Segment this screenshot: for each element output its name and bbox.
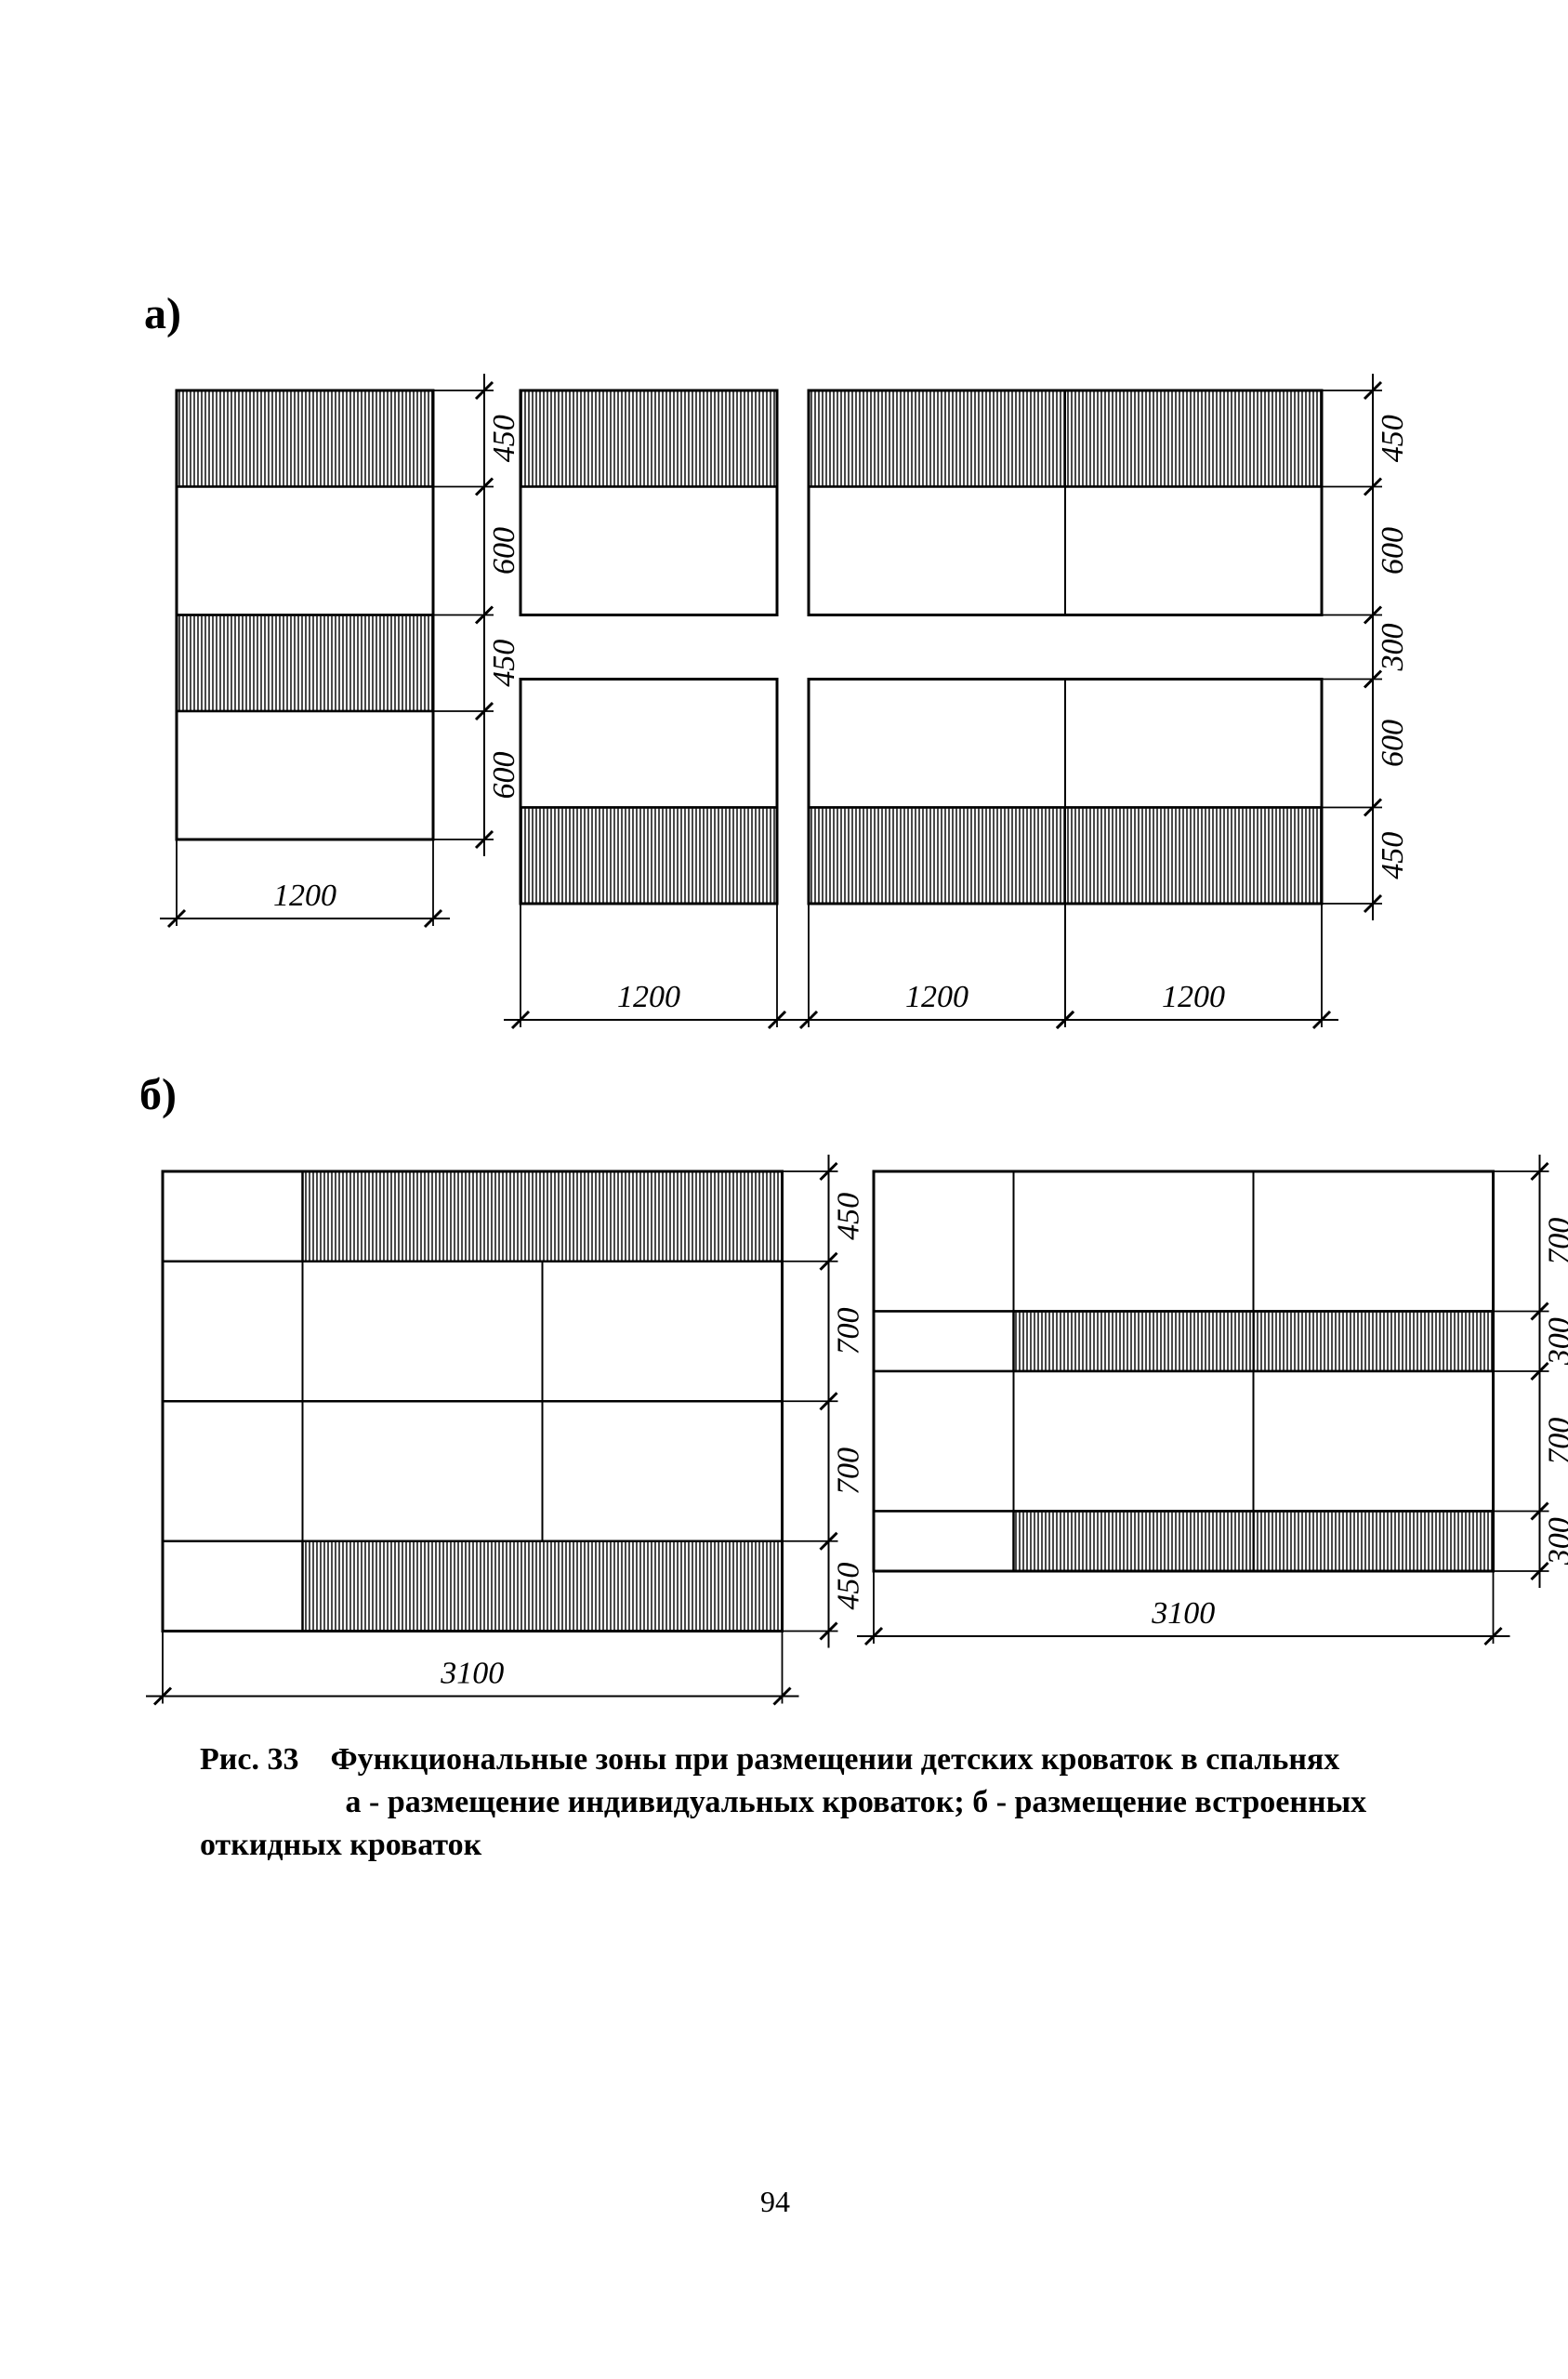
caption-prefix: Рис. 33 — [200, 1742, 298, 1777]
svg-text:700: 700 — [831, 1447, 865, 1495]
page: а) б) 4506004506001200120045060030060045… — [0, 0, 1568, 2379]
svg-text:450: 450 — [831, 1193, 865, 1240]
svg-text:300: 300 — [1542, 1517, 1568, 1566]
figure-caption: Рис. 33 Функциональные зоны при размещен… — [200, 1738, 1371, 1867]
svg-text:600: 600 — [487, 752, 521, 800]
svg-text:1200: 1200 — [1162, 980, 1225, 1014]
figures-canvas: 450 600 450 600 1200 1200 450 600 300 600 450 1200 1… — [0, 0, 1568, 2379]
page-number: 94 — [760, 2185, 790, 2219]
svg-text:450: 450 — [831, 1563, 865, 1610]
svg-text:300: 300 — [1542, 1317, 1568, 1366]
svg-text:450: 450 — [1376, 832, 1410, 879]
svg-text:450: 450 — [487, 415, 521, 462]
svg-text:600: 600 — [487, 527, 521, 575]
svg-text:1200: 1200 — [905, 980, 968, 1014]
svg-text:700: 700 — [1542, 1418, 1568, 1465]
svg-text:600: 600 — [1376, 720, 1410, 767]
caption-title: Функциональные зоны при размещении детск… — [330, 1742, 1339, 1777]
svg-text:700: 700 — [1542, 1218, 1568, 1265]
caption-line2: а - размещение индивидуальных кроваток; … — [200, 1785, 1366, 1862]
svg-text:1200: 1200 — [617, 980, 680, 1014]
svg-text:1200: 1200 — [273, 879, 336, 913]
svg-text:700: 700 — [831, 1308, 865, 1355]
svg-text:3100: 3100 — [1151, 1596, 1215, 1631]
svg-text:450: 450 — [1376, 415, 1410, 462]
svg-text:600: 600 — [1376, 527, 1410, 575]
svg-text:3100: 3100 — [440, 1656, 504, 1690]
svg-text:300: 300 — [1376, 624, 1410, 672]
svg-text:450: 450 — [487, 640, 521, 687]
